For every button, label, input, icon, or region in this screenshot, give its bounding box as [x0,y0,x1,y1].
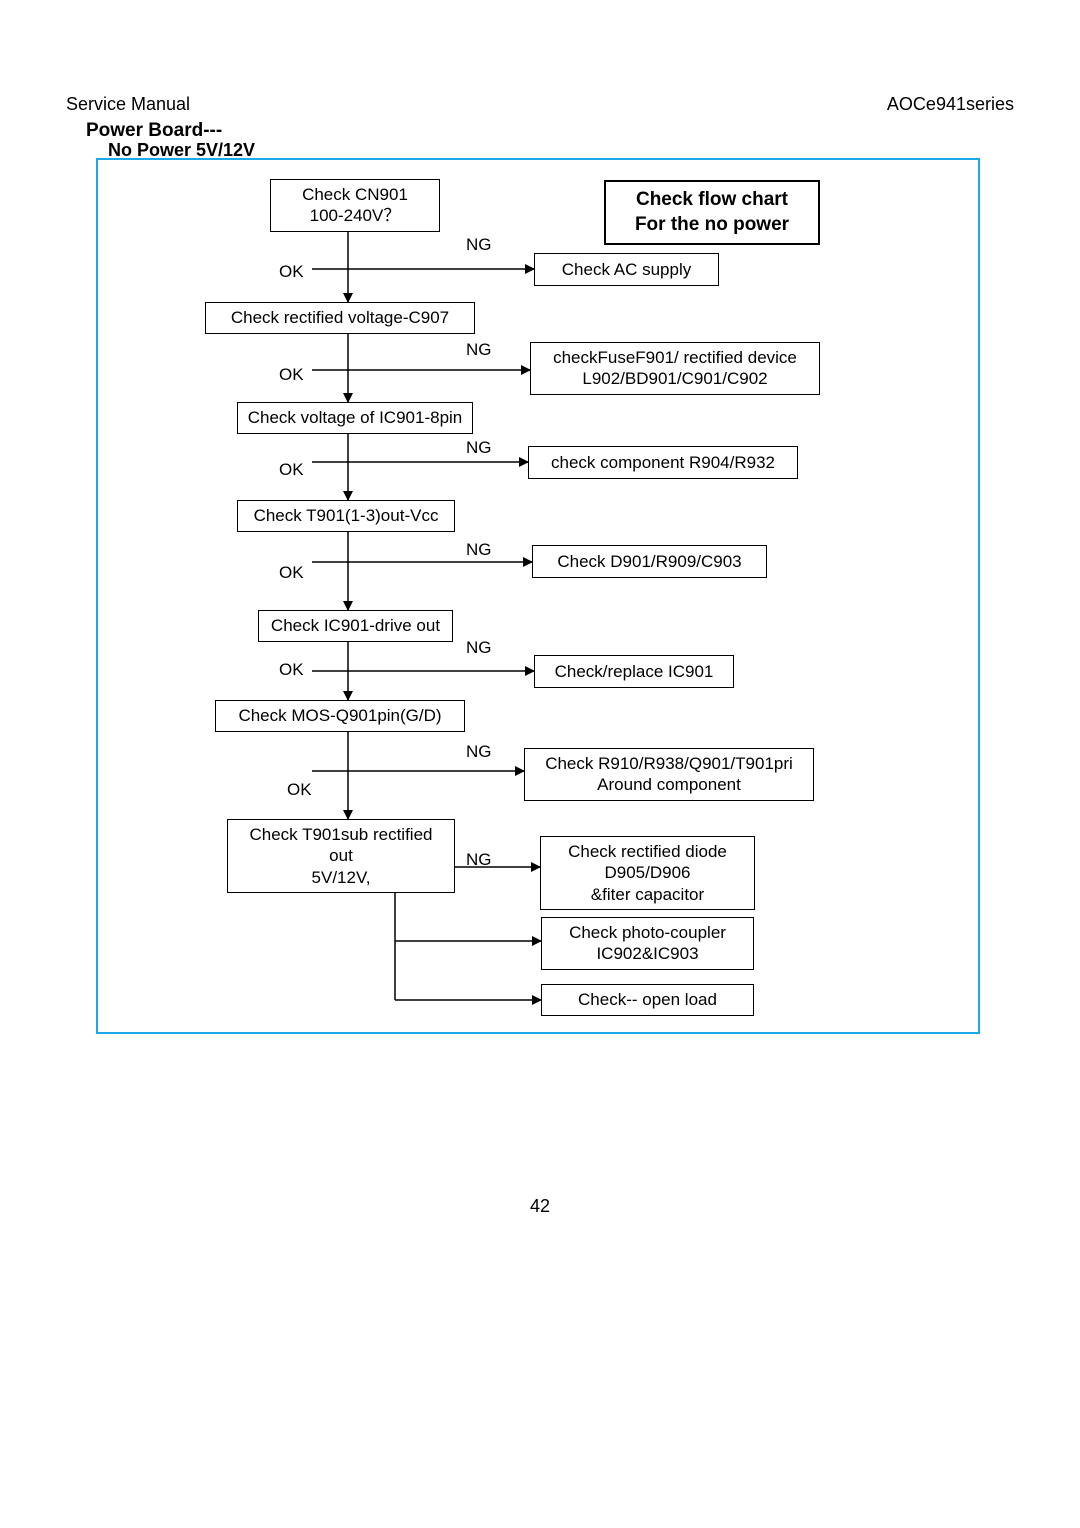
ok-label: OK [287,780,312,800]
header-right: AOCe941series [887,94,1014,115]
ok-label: OK [279,262,304,282]
flowchart-node: checkFuseF901/ rectified deviceL902/BD90… [530,342,820,395]
flowchart-node: Check rectified voltage-C907 [205,302,475,334]
ng-label: NG [466,850,492,870]
chart-frame [96,158,980,1034]
ng-label: NG [466,638,492,658]
flowchart-node: Check MOS-Q901pin(G/D) [215,700,465,732]
flowchart-node: Check voltage of IC901-8pin [237,402,473,434]
title-main: Power Board--- [86,120,222,142]
flowchart-node: Check CN901100-240V？ [270,179,440,232]
flowchart-node: Check T901(1-3)out-Vcc [237,500,455,532]
flowchart-title-box: Check flow chartFor the no power [604,180,820,245]
ng-label: NG [466,742,492,762]
ok-label: OK [279,660,304,680]
flowchart-node: Check D901/R909/C903 [532,545,767,578]
flowchart-node: Check IC901-drive out [258,610,453,642]
ng-label: NG [466,340,492,360]
flowchart-node: Check rectified diodeD905/D906&fiter cap… [540,836,755,910]
flowchart-node: Check/replace IC901 [534,655,734,688]
header-left: Service Manual [66,94,190,115]
ok-label: OK [279,365,304,385]
ng-label: NG [466,540,492,560]
flowchart-node: Check AC supply [534,253,719,286]
flowchart-node: Check R910/R938/Q901/T901priAround compo… [524,748,814,801]
flowchart-node: Check photo-couplerIC902&IC903 [541,917,754,970]
ok-label: OK [279,460,304,480]
ng-label: NG [466,235,492,255]
flowchart-node: check component R904/R932 [528,446,798,479]
flowchart-node: Check-- open load [541,984,754,1016]
ok-label: OK [279,563,304,583]
page-number: 42 [530,1196,550,1217]
ng-label: NG [466,438,492,458]
flowchart-node: Check T901sub rectified out5V/12V, [227,819,455,893]
